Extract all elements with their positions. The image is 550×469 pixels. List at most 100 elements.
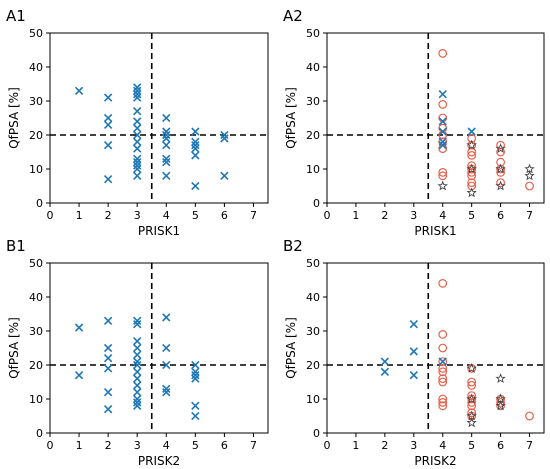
- star-marker-point: [437, 180, 448, 191]
- x-marker-point: [438, 90, 447, 99]
- x-tick-label: 1: [352, 439, 359, 452]
- circle-marker-point: [467, 381, 477, 390]
- x-marker-point: [191, 127, 200, 136]
- circle-marker-point: [467, 150, 477, 160]
- x-tick-label: 7: [526, 209, 533, 222]
- circle-marker-point: [467, 377, 477, 387]
- circle-marker-point: [438, 330, 448, 339]
- y-tick-label: 20: [29, 129, 43, 142]
- y-tick-label: 0: [313, 197, 320, 210]
- y-axis-label: QfPSA [%]: [7, 317, 21, 379]
- star-marker-point: [466, 393, 477, 404]
- y-tick-label: 30: [29, 325, 43, 338]
- x-marker-point: [133, 93, 142, 102]
- x-marker-point: [162, 158, 171, 167]
- x-marker-point: [103, 175, 113, 184]
- x-marker-point: [380, 367, 390, 376]
- x-marker-point: [220, 130, 229, 140]
- star-marker-point: [495, 373, 506, 384]
- y-tick-label: 0: [36, 427, 43, 440]
- x-marker-point: [133, 337, 142, 346]
- y-tick-label: 40: [29, 291, 43, 304]
- x-axis-label: PRISK2: [414, 454, 456, 468]
- x-marker-point: [74, 86, 84, 95]
- x-marker-point: [162, 113, 171, 123]
- x-tick-label: 3: [410, 439, 417, 452]
- x-tick-label: 2: [381, 209, 388, 222]
- x-marker-point: [162, 313, 171, 322]
- x-marker-point: [133, 350, 142, 359]
- x-marker-point: [162, 360, 171, 370]
- x-marker-point: [191, 371, 200, 380]
- star-marker-point: [495, 400, 506, 411]
- x-marker-point: [133, 398, 142, 407]
- star-marker-point: [466, 163, 477, 174]
- x-marker-point: [191, 374, 200, 383]
- x-marker-point: [220, 171, 229, 180]
- plot-data: [50, 263, 268, 433]
- x-marker-point: [103, 388, 113, 397]
- x-marker-point: [191, 181, 200, 191]
- circle-marker-point: [438, 377, 448, 387]
- panel-b2: B2 0 1 2 3 4 5 6 7 0 10 20 30 40 50 PRISK2 QfPSA [%]: [283, 237, 545, 468]
- circle-marker-point: [467, 147, 477, 157]
- circle-marker-point: [438, 171, 448, 181]
- circle-marker-point: [467, 161, 477, 171]
- y-tick-label: 40: [306, 291, 320, 304]
- x-tick-label: 5: [468, 209, 475, 222]
- x-marker-point: [133, 394, 142, 404]
- circle-marker-point: [438, 364, 448, 373]
- x-tick-label: 1: [76, 209, 83, 222]
- star-marker-point: [495, 163, 506, 174]
- y-axis-label: QfPSA [%]: [7, 87, 21, 149]
- star-marker-point: [466, 362, 477, 373]
- y-axis-label: QfPSA [%]: [284, 87, 298, 149]
- panel-b1: B1 0 1 2 3 4 5 6 7 0 10 20 30 40 50 PRISK2 QfPSA [%]: [6, 237, 269, 468]
- star-marker-point: [466, 417, 477, 428]
- x-tick-label: 3: [134, 209, 141, 222]
- plot-data: [327, 33, 544, 203]
- x-marker-point: [133, 83, 142, 92]
- y-tick-label: 10: [306, 393, 320, 406]
- x-marker-point: [133, 320, 142, 329]
- x-marker-point: [380, 357, 390, 366]
- x-marker-point: [103, 354, 113, 363]
- x-marker-point: [438, 357, 447, 366]
- plot-data: [50, 33, 268, 203]
- y-tick-label: 10: [29, 163, 43, 176]
- x-tick-label: 5: [192, 209, 199, 222]
- circle-marker-point: [467, 408, 477, 418]
- x-marker-point: [162, 343, 171, 353]
- x-marker-point: [191, 360, 200, 370]
- circle-marker-point: [438, 401, 448, 411]
- panel-a1: A1 0 1 2 3 4 5 6 7 0 10 20 30 40 50 PRISK1 QfPSA [%]: [6, 7, 269, 238]
- x-marker-point: [103, 113, 113, 123]
- y-tick-label: 20: [306, 359, 320, 372]
- y-tick-label: 40: [29, 61, 43, 74]
- x-tick-label: 0: [47, 439, 54, 452]
- x-marker-point: [133, 316, 142, 325]
- x-marker-point: [162, 134, 171, 143]
- plot-frame: [326, 262, 545, 434]
- star-marker-point: [495, 143, 506, 154]
- x-tick-label: 2: [105, 209, 112, 222]
- circle-marker-point: [438, 49, 448, 58]
- plot-frame: [326, 32, 545, 204]
- x-marker-point: [438, 127, 447, 136]
- x-marker-point: [133, 117, 142, 126]
- x-marker-point: [162, 130, 171, 140]
- circle-marker-point: [438, 374, 448, 384]
- x-marker-point: [409, 320, 418, 329]
- x-marker-point: [103, 316, 113, 325]
- x-marker-point: [438, 117, 447, 126]
- x-marker-point: [133, 161, 142, 170]
- x-marker-point: [133, 401, 142, 410]
- x-tick-label: 2: [381, 439, 388, 452]
- x-marker-point: [133, 388, 142, 397]
- x-marker-point: [133, 137, 142, 146]
- x-marker-point: [162, 388, 171, 397]
- circle-marker-point: [467, 401, 477, 411]
- x-marker-point: [220, 134, 229, 143]
- x-marker-point: [191, 401, 200, 410]
